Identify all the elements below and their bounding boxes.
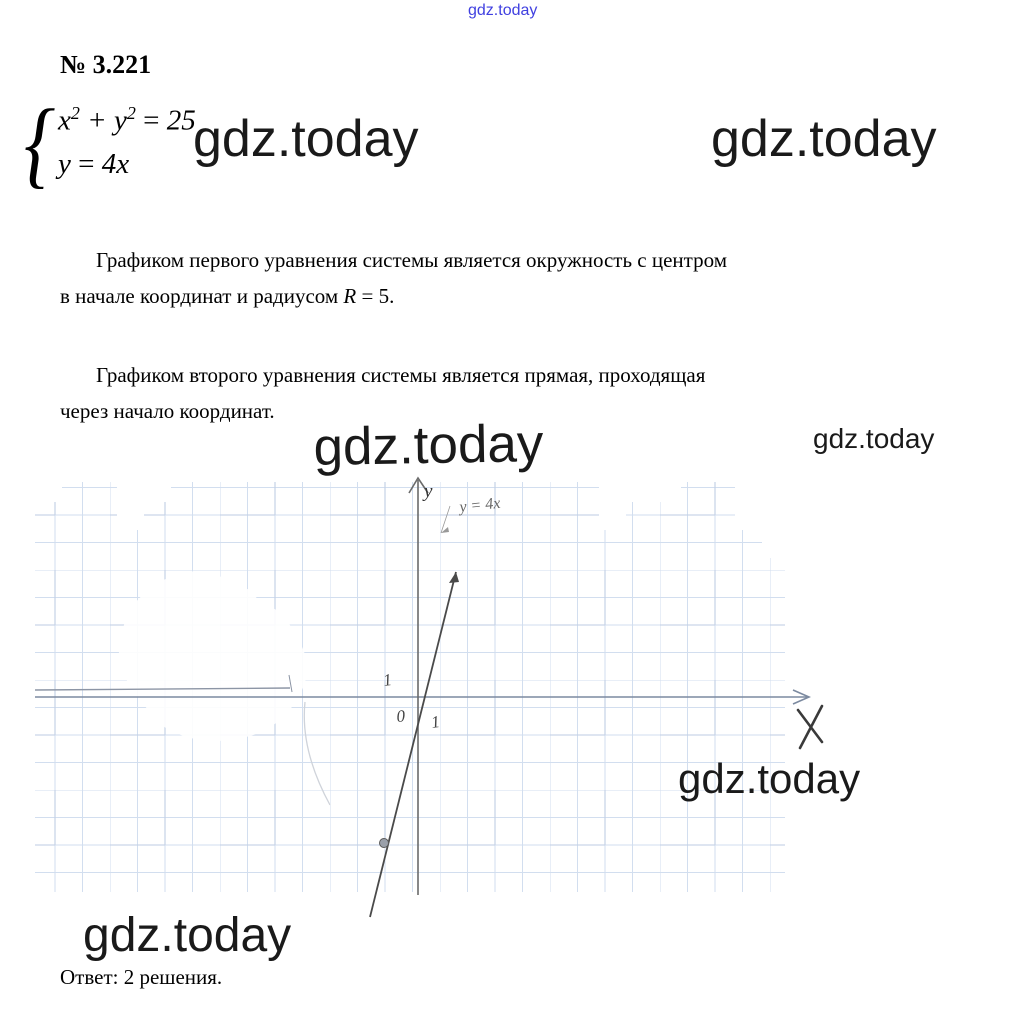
svg-text:y: y	[422, 481, 433, 502]
